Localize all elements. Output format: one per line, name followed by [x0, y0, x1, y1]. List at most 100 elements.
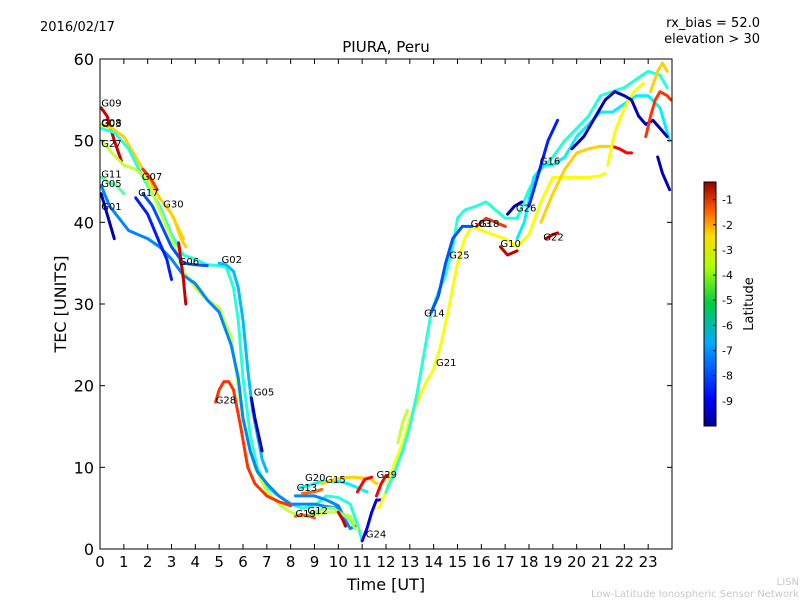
x-tick-label: 6 [238, 553, 248, 571]
satellite-label: G05 [254, 387, 274, 398]
series-line-g06b [177, 241, 188, 306]
colorbar-tick-label: -3 [722, 244, 733, 257]
satellite-label: G26 [516, 204, 536, 215]
satellite-label: G14 [424, 308, 444, 319]
series-line-g11 [99, 175, 126, 196]
satellite-label: G10 [500, 239, 520, 250]
series-line-g03 [99, 126, 364, 543]
y-axis-label: TEC [UNITS] [51, 256, 70, 354]
series-line-g13 [293, 494, 357, 531]
series-line-g23 [606, 82, 645, 167]
x-tick-label: 0 [95, 553, 105, 571]
series-line-g15b [355, 475, 374, 494]
x-tick-label: 3 [167, 553, 177, 571]
satellite-label: G12 [307, 506, 327, 517]
x-tick-label: 20 [567, 553, 586, 571]
series-line-g16 [515, 94, 672, 241]
y-tick-label: 50 [74, 132, 94, 151]
satellite-label: G07 [142, 172, 162, 183]
colorbar-tick-label: -5 [722, 294, 733, 307]
series-line-g05b [249, 396, 264, 453]
series-line-g10 [498, 245, 519, 257]
x-tick-label: 12 [376, 553, 395, 571]
x-axis-label: Time [UT] [346, 575, 425, 594]
x-tick-label: 10 [329, 553, 348, 571]
x-tick-label: 2 [143, 553, 153, 571]
y-tick-label: 30 [74, 295, 94, 314]
series-line-g24 [360, 498, 383, 543]
x-tick-label: 1 [119, 553, 129, 571]
credit-long: Low-Latitude Ionospheric Sensor Network [591, 589, 799, 600]
satellite-label: G08 [101, 118, 121, 129]
x-tick-label: 18 [519, 553, 538, 571]
satellite-label: G02 [222, 255, 242, 266]
colorbar-tick-label: -2 [722, 219, 733, 232]
satellite-label: G25 [449, 250, 469, 261]
colorbar-tick-label: -1 [722, 194, 733, 207]
x-tick-label: 23 [639, 553, 658, 571]
series-line-g14 [384, 69, 669, 494]
y-tick-label: 0 [84, 540, 94, 559]
colorbar [703, 181, 717, 427]
series-line-g32 [539, 144, 614, 224]
satellite-label: G01 [101, 202, 121, 213]
series-line-g16b [396, 408, 409, 445]
satellite-label: G03 [471, 219, 491, 230]
series-line-g12 [305, 506, 357, 531]
x-tick-label: 16 [472, 553, 491, 571]
y-tick-label: 60 [74, 50, 94, 69]
x-tick-label: 22 [615, 553, 634, 571]
colorbar-ticks: -1 -2 -3 -4 -5 -6 -7 -8 -9 [713, 194, 733, 408]
bias-label: rx_bias = 52.0 [666, 16, 760, 31]
colorbar-tick-label: -6 [722, 319, 733, 332]
x-tick-label: 15 [448, 553, 467, 571]
series-line-g30b [610, 144, 633, 155]
colorbar-label: Latitude [742, 277, 757, 331]
series-line-g01 [99, 192, 116, 241]
series-line-g18 [475, 216, 507, 228]
y-tick-label: 10 [74, 458, 94, 477]
x-tick-label: 14 [424, 553, 443, 571]
x-tick-label: 9 [310, 553, 320, 571]
series-line-g25 [429, 224, 474, 314]
x-tick-label: 8 [286, 553, 296, 571]
satellite-label: G03 [101, 119, 121, 130]
x-tick-label: 19 [543, 553, 562, 571]
satellite-label: G24 [366, 530, 386, 541]
x-tick-label: 5 [214, 553, 224, 571]
series-line-g09b [649, 61, 669, 94]
x-tick-label: 7 [262, 553, 272, 571]
x-tick-label: 13 [400, 553, 419, 571]
series-line-g19 [293, 513, 316, 520]
series-line-g17 [141, 192, 209, 268]
y-tick-label: 20 [74, 377, 94, 396]
satellite-label: G19 [295, 509, 315, 520]
series-line-g20 [298, 479, 369, 494]
satellite-label: G29 [376, 470, 396, 481]
satellite-label: G28 [216, 396, 236, 407]
date-label: 2016/02/17 [40, 20, 115, 35]
colorbar-tick-label: -4 [722, 269, 733, 282]
series-line-g28 [214, 380, 293, 508]
colorbar-tick-label: -9 [722, 395, 733, 408]
satellite-label: G11 [101, 169, 121, 180]
x-tick-label: 4 [191, 553, 201, 571]
satellite-label: G17 [138, 188, 158, 199]
series-line-g22 [544, 231, 560, 241]
chart-title: PIURA, Peru [342, 38, 429, 56]
satellite-label: G30 [163, 200, 183, 211]
y-tick-label: 40 [74, 213, 94, 232]
satellite-label: G09 [101, 98, 121, 109]
satellite-label: G15 [325, 475, 345, 486]
satellite-label: G27 [101, 139, 121, 150]
series-line-g13b [336, 510, 347, 528]
satellite-label: G16 [540, 156, 560, 167]
axes: 0 1 2 3 4 5 6 7 8 9 10 11 12 13 14 15 16 17 18 19 20 21 22 2301… [74, 50, 672, 571]
series-line-g19b [570, 90, 669, 151]
credit-short: LISN [777, 577, 799, 588]
elevation-label: elevation > 30 [664, 32, 760, 47]
series-line-g27 [99, 139, 359, 531]
series-line-g29 [374, 474, 390, 498]
